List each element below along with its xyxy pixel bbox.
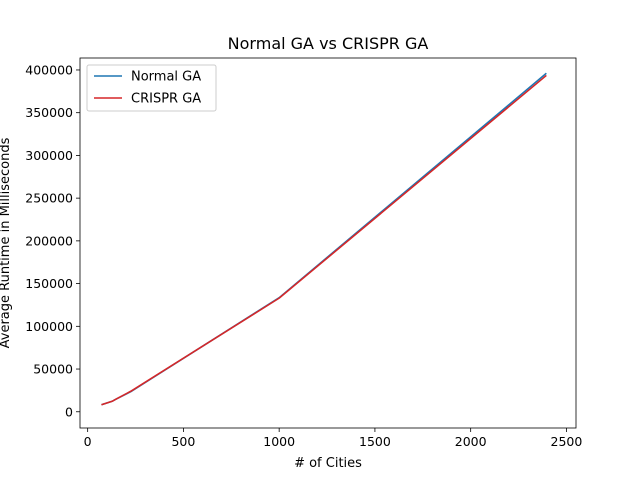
- y-tick-label: 100000: [25, 319, 73, 334]
- chart-title: Normal GA vs CRISPR GA: [228, 34, 429, 53]
- plot-area: [79, 57, 577, 429]
- legend-label: Normal GA: [131, 70, 201, 85]
- y-tick-label: 350000: [25, 105, 73, 120]
- x-tick-label: 2000: [455, 434, 487, 449]
- x-tick-label: 2500: [551, 434, 583, 449]
- x-axis-label: # of Cities: [294, 456, 362, 471]
- y-tick-label: 300000: [25, 148, 73, 163]
- y-tick-label: 0: [65, 404, 73, 419]
- x-tick-label: 1000: [263, 434, 295, 449]
- legend-items: Normal GA CRISPR GA: [94, 70, 201, 107]
- series-layer: [101, 72, 547, 406]
- y-axis: 0 50000 100000 150000 200000 250000 300000 3500…: [25, 62, 80, 419]
- legend-label: CRISPR GA: [131, 92, 201, 107]
- series-line-crispr-ga: [101, 74, 547, 406]
- y-tick-label: 150000: [25, 276, 73, 291]
- y-tick-label: 400000: [25, 62, 73, 77]
- x-tick-label: 500: [171, 434, 195, 449]
- x-tick-label: 0: [84, 434, 92, 449]
- x-tick-label: 1500: [359, 434, 391, 449]
- y-axis-label: Average Runtime in Milliseconds: [0, 137, 13, 348]
- y-tick-label: 50000: [33, 362, 73, 377]
- legend: Normal GA CRISPR GA: [86, 64, 217, 112]
- x-axis: 0 500 1000 1500 2000 2500: [84, 428, 583, 449]
- y-tick-label: 200000: [25, 233, 73, 248]
- y-tick-label: 250000: [25, 191, 73, 206]
